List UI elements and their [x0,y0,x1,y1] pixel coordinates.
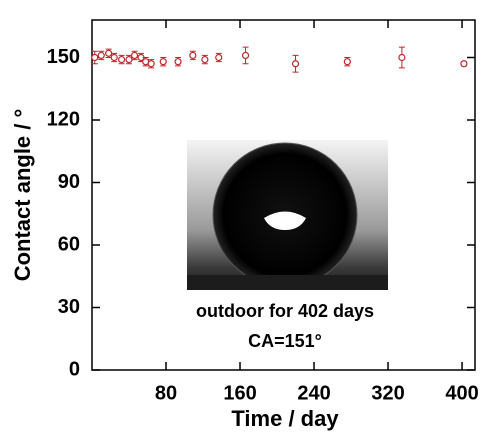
data-point [97,51,105,60]
data-point [125,55,133,64]
y-tick-label: 0 [69,358,80,380]
x-axis-label: Time / day [231,406,339,431]
y-tick-label: 60 [58,233,80,255]
data-point [91,53,99,62]
data-point [398,53,406,62]
data-point [189,51,197,60]
plot-frame [91,19,476,371]
x-tick-label: 320 [371,382,404,404]
data-point [174,58,182,66]
x-tick-label: 400 [445,382,478,404]
data-point [201,55,209,64]
annotation: outdoor for 402 days [196,301,374,321]
y-tick-label: 150 [47,46,80,68]
x-tick-label: 240 [297,382,330,404]
data-point [343,58,351,66]
data-point [130,51,139,60]
data-point [147,60,155,68]
data-point [118,55,126,64]
data-point [460,60,468,68]
data-point [159,58,167,66]
data-point [110,53,118,62]
data-point [291,60,300,68]
annotation: CA=151° [248,331,322,351]
data-point [105,49,113,57]
data-point [215,53,223,62]
x-tick-label: 160 [223,382,256,404]
x-tick-label: 80 [155,382,177,404]
y-axis-label: Contact angle / ° [10,109,35,282]
y-tick-label: 90 [58,171,80,193]
y-tick-label: 120 [47,108,80,130]
y-tick-label: 30 [58,296,80,318]
data-point [241,51,250,60]
inset-photo [187,140,388,290]
